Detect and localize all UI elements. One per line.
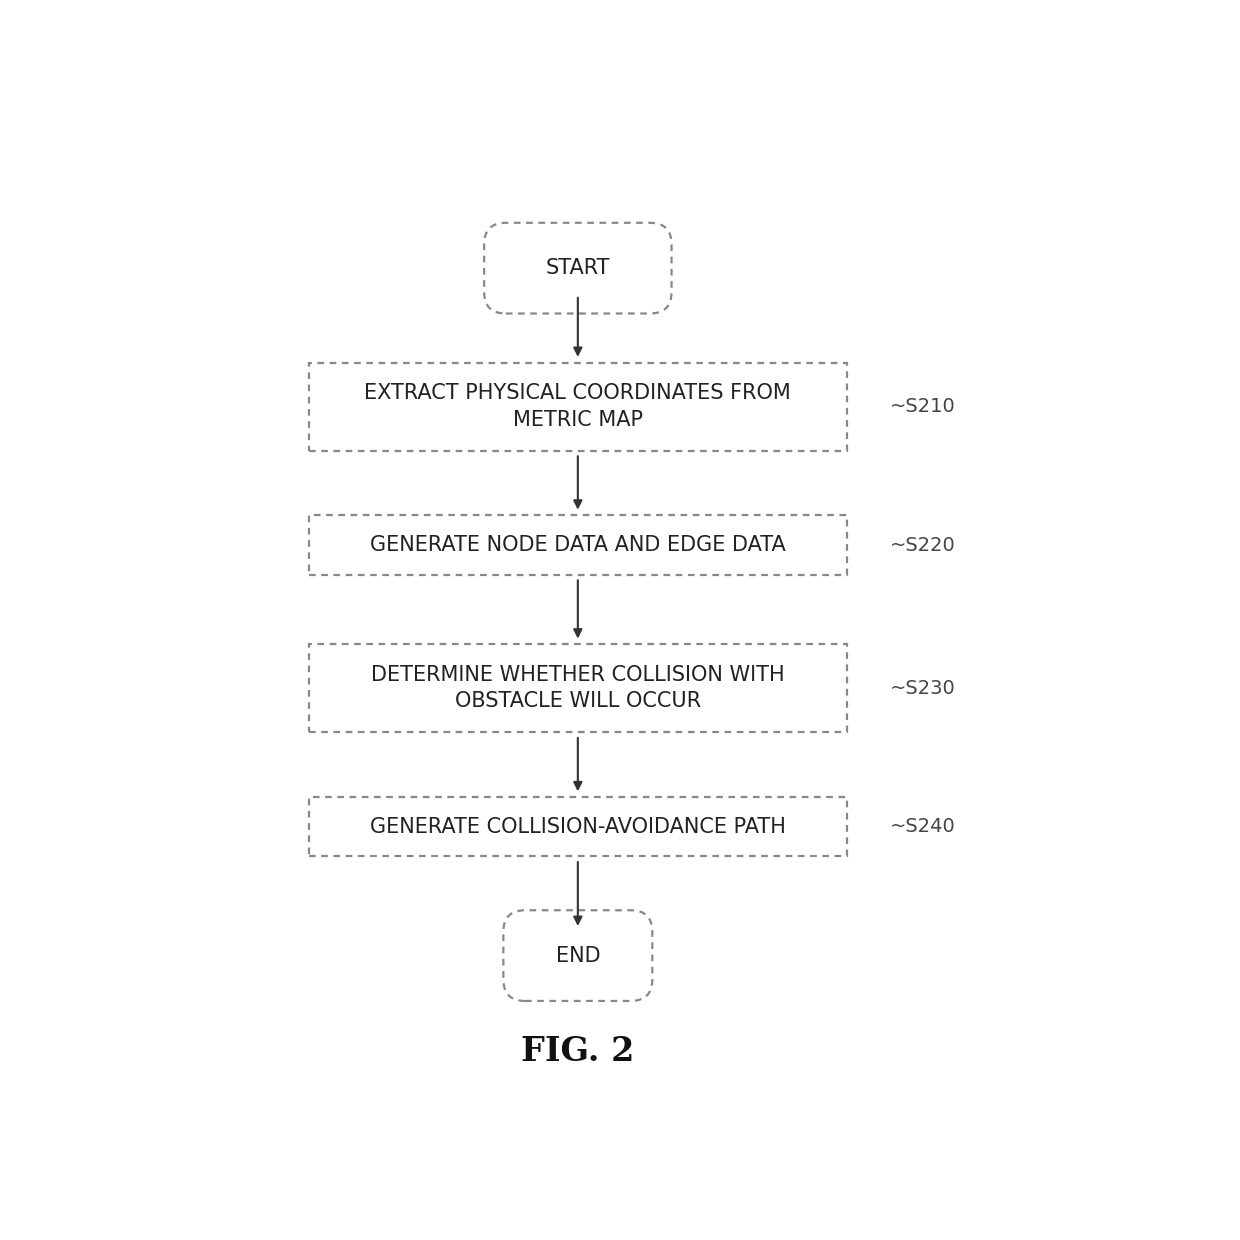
Bar (309, 797, 847, 857)
Text: EXTRACT PHYSICAL COORDINATES FROM
METRIC MAP: EXTRACT PHYSICAL COORDINATES FROM METRIC… (365, 383, 791, 430)
Text: GENERATE COLLISION-AVOIDANCE PATH: GENERATE COLLISION-AVOIDANCE PATH (370, 817, 786, 837)
Text: START: START (546, 258, 610, 278)
FancyBboxPatch shape (484, 223, 672, 314)
Text: ~S230: ~S230 (890, 678, 956, 698)
Text: FIG. 2: FIG. 2 (521, 1034, 635, 1068)
Text: ~S210: ~S210 (890, 397, 956, 417)
Text: DETERMINE WHETHER COLLISION WITH
OBSTACLE WILL OCCUR: DETERMINE WHETHER COLLISION WITH OBSTACL… (371, 665, 785, 712)
Text: ~S240: ~S240 (890, 817, 956, 836)
Bar (309, 362, 847, 450)
Bar (309, 516, 847, 574)
Text: ~S220: ~S220 (890, 536, 956, 554)
Text: END: END (556, 946, 600, 966)
Text: GENERATE NODE DATA AND EDGE DATA: GENERATE NODE DATA AND EDGE DATA (370, 534, 786, 556)
FancyBboxPatch shape (503, 910, 652, 1001)
Bar (309, 645, 847, 732)
